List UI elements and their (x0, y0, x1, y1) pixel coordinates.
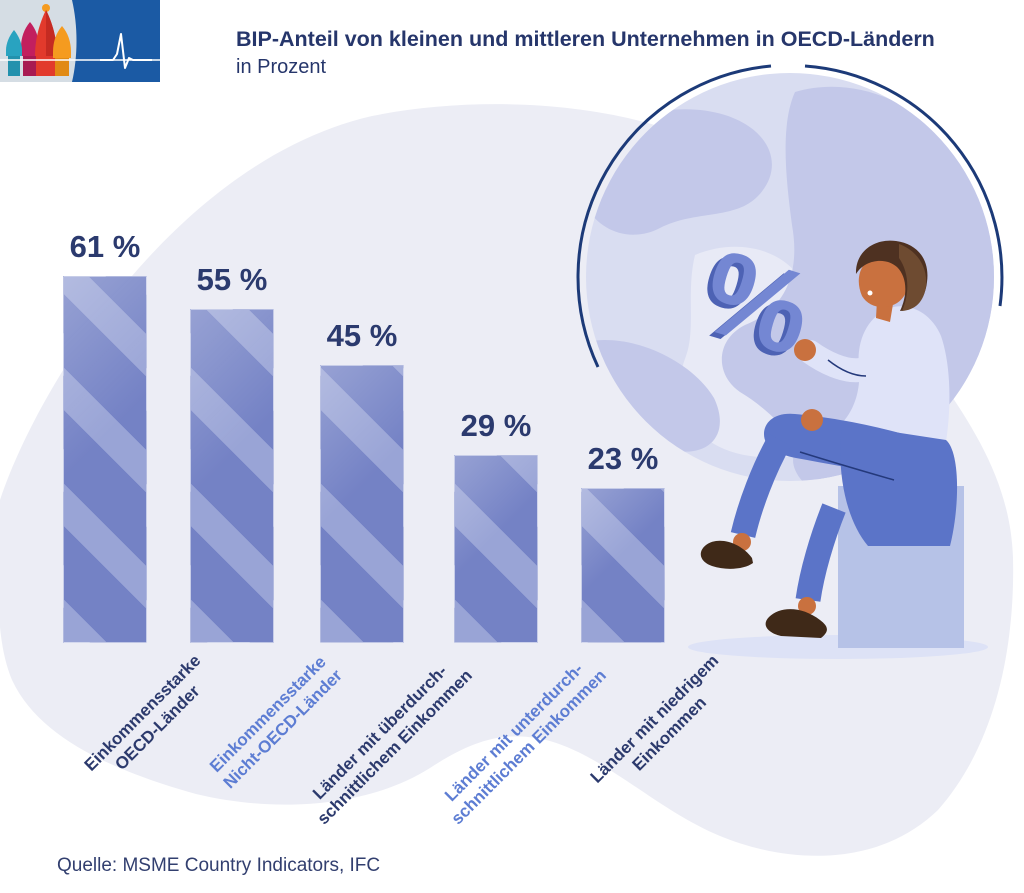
seated-person (700, 240, 958, 638)
person-sleeve-seam (827, 359, 867, 377)
bar-category-label: Einkommensstarke OECD-Länder (81, 651, 221, 791)
bar-value-label: 29 % (460, 408, 532, 443)
bar (190, 309, 274, 643)
bar-value-label: 55 % (196, 262, 268, 297)
person-hair-highlight (899, 244, 927, 311)
person-shin-lower (795, 503, 846, 602)
logo-ecg-pulse-icon (100, 33, 152, 69)
bar-category-label: Länder mit niedrigem Einkommen (587, 651, 739, 803)
globe-outline-arc-right (804, 64, 1004, 307)
person-ankle-lower (798, 597, 816, 615)
bar-category-label-line: schnittlichem Einkommen (447, 665, 611, 829)
page-subtitle: in Prozent (236, 56, 327, 78)
logo-cathedral-domes (6, 4, 71, 76)
person-shin-crossed (730, 433, 791, 538)
bar (320, 365, 404, 643)
person-earring (867, 290, 873, 296)
globe-outline-arc-left (576, 64, 772, 368)
person-torso (836, 306, 950, 452)
bar-value-label: 45 % (326, 318, 398, 353)
person-jeans-seam (799, 451, 895, 481)
person-shoe-crossed (700, 540, 753, 569)
bar-category-label-line: Länder mit niedrigem (586, 651, 723, 787)
page-title: BIP-Anteil von kleinen und mittleren Unt… (236, 27, 935, 51)
bar-value-label: 61 % (69, 229, 141, 264)
bar-category-label-line: Einkommen (628, 692, 711, 775)
bar-value-label: 23 % (587, 441, 659, 476)
bar (63, 276, 147, 643)
bar-category-label-line: Einkommensstarke (206, 652, 331, 776)
person-hip-leg (840, 424, 958, 546)
st-basils-cathedral-pulse-logo-icon (0, 0, 160, 82)
source-note: Quelle: MSME Country Indicators, IFC (57, 855, 381, 876)
bar (454, 455, 538, 643)
person-hand-holding (794, 339, 816, 361)
person-hand-on-knee (801, 409, 823, 431)
logo-navy-panel (72, 0, 160, 82)
person-shoe-lower (765, 609, 827, 638)
bar (581, 488, 665, 643)
